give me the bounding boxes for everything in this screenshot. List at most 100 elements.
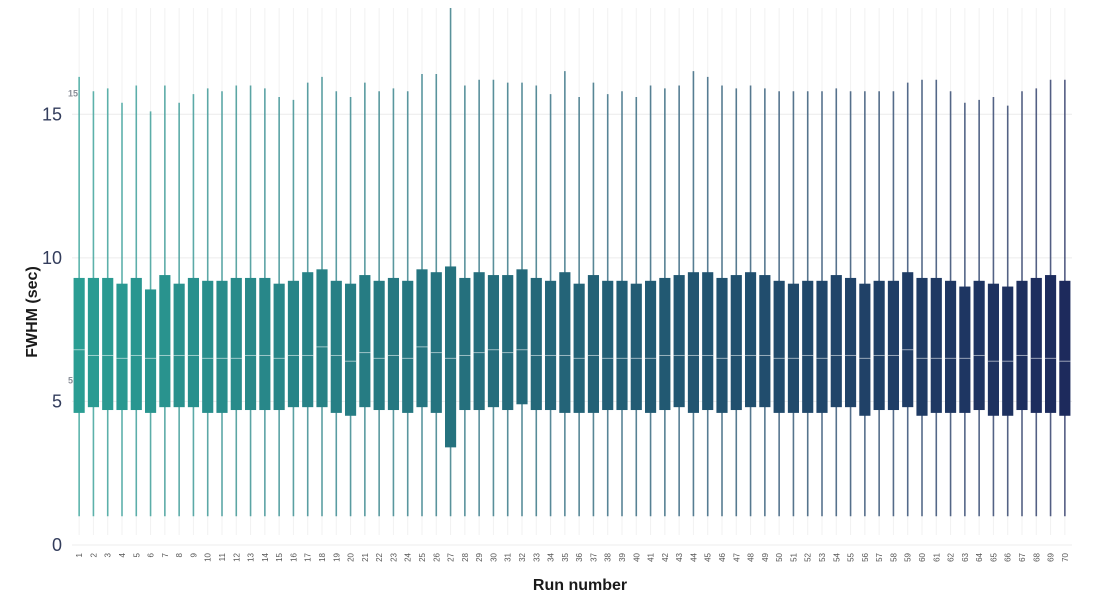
box-run-20	[345, 97, 357, 517]
x-tick-label: 60	[918, 552, 927, 561]
box-run-48	[745, 85, 757, 517]
y-tick-label: 15	[42, 104, 62, 124]
box-iqr	[230, 277, 242, 411]
box-run-66	[1002, 105, 1014, 517]
box-run-14	[259, 88, 271, 517]
box-run-25	[416, 74, 428, 517]
box-run-11	[216, 91, 228, 517]
x-tick-label: 13	[247, 552, 256, 561]
box-iqr	[587, 275, 599, 413]
box-iqr	[787, 283, 799, 413]
box-run-4	[116, 102, 128, 517]
box-run-53	[816, 91, 828, 517]
box-run-5	[130, 85, 142, 517]
box-run-26	[430, 74, 442, 517]
box-run-68	[1030, 88, 1042, 517]
box-iqr	[87, 277, 99, 408]
box-run-34	[545, 94, 557, 517]
box-run-44	[687, 71, 699, 517]
x-tick-label: 31	[504, 552, 513, 561]
box-iqr	[759, 275, 771, 408]
box-run-62	[945, 91, 957, 517]
box-run-69	[1045, 79, 1057, 517]
box-run-64	[973, 99, 985, 517]
box-run-52	[802, 91, 814, 517]
x-tick-label: 1	[75, 552, 84, 557]
x-tick-label: 2	[89, 552, 98, 557]
box-run-9	[187, 94, 199, 517]
box-iqr	[373, 280, 385, 411]
box-iqr	[73, 277, 85, 413]
x-tick-label: 46	[718, 552, 727, 561]
box-run-42	[659, 88, 671, 517]
x-tick-label: 25	[418, 552, 427, 561]
box-run-36	[573, 97, 585, 517]
box-iqr	[730, 275, 742, 411]
x-tick-label: 66	[1004, 552, 1013, 561]
x-tick-label: 7	[161, 552, 170, 557]
box-run-49	[759, 88, 771, 517]
x-tick-label: 40	[632, 552, 641, 561]
x-tick-label: 22	[375, 552, 384, 561]
box-iqr	[673, 275, 685, 408]
box-iqr	[945, 280, 957, 413]
box-run-40	[630, 97, 642, 517]
box-iqr	[245, 277, 257, 411]
box-iqr	[273, 283, 285, 411]
x-tick-label: 16	[289, 552, 298, 561]
box-iqr	[316, 269, 328, 408]
x-tick-label: 67	[1018, 552, 1027, 561]
x-tick-label: 56	[861, 552, 870, 561]
box-run-70	[1059, 79, 1071, 517]
box-run-22	[373, 91, 385, 517]
box-iqr	[659, 277, 671, 411]
x-tick-label: 3	[104, 552, 113, 557]
x-tick-label: 8	[175, 552, 184, 557]
box-iqr	[487, 275, 499, 408]
x-tick-label: 23	[389, 552, 398, 561]
y-minor-tick-label: 5	[68, 375, 73, 385]
box-iqr	[716, 277, 728, 413]
box-run-21	[359, 82, 371, 517]
box-iqr	[973, 280, 985, 411]
box-run-3	[102, 88, 114, 517]
box-run-59	[902, 82, 914, 517]
box-run-15	[273, 97, 285, 517]
x-tick-label: 54	[832, 552, 841, 561]
x-tick-label: 33	[532, 552, 541, 561]
box-iqr	[1045, 275, 1057, 413]
y-minor-tick-label: 15	[68, 88, 78, 98]
x-tick-label: 59	[904, 552, 913, 561]
box-iqr	[502, 275, 514, 411]
box-run-24	[402, 91, 414, 517]
box-run-47	[730, 88, 742, 517]
x-tick-label: 45	[704, 552, 713, 561]
box-iqr	[216, 280, 228, 413]
box-iqr	[187, 277, 199, 408]
box-iqr	[516, 269, 528, 405]
x-tick-label: 52	[804, 552, 813, 561]
x-tick-label: 57	[875, 552, 884, 561]
box-run-32	[516, 82, 528, 517]
box-iqr	[459, 277, 471, 411]
box-iqr	[616, 280, 628, 411]
box-iqr	[102, 277, 114, 411]
box-iqr	[830, 275, 842, 408]
x-tick-label: 30	[489, 552, 498, 561]
box-iqr	[1059, 280, 1071, 416]
box-run-27	[445, 8, 457, 517]
box-run-67	[1016, 91, 1028, 517]
box-iqr	[430, 272, 442, 413]
x-tick-label: 53	[818, 552, 827, 561]
box-iqr	[259, 277, 271, 411]
box-iqr	[130, 277, 142, 411]
box-iqr	[345, 283, 357, 416]
box-iqr	[930, 277, 942, 413]
box-iqr	[159, 275, 171, 408]
y-tick-label: 10	[42, 248, 62, 268]
box-iqr	[902, 272, 914, 408]
y-tick-label: 5	[52, 391, 62, 411]
x-tick-label: 49	[761, 552, 770, 561]
box-run-41	[645, 85, 657, 517]
box-layer	[73, 8, 1071, 517]
